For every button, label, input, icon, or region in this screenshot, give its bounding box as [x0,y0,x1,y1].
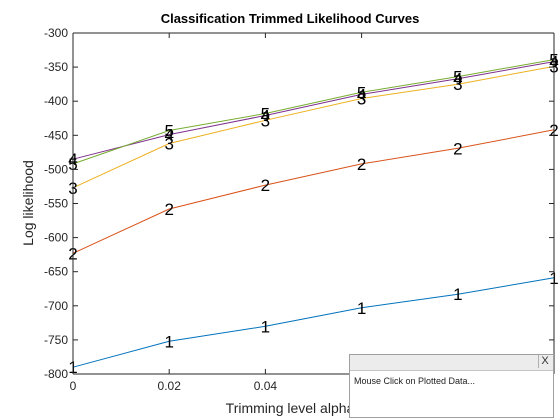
datatip-titlebar: X [350,355,553,371]
close-button[interactable]: X [538,355,551,368]
point-label-4-2: 4 [261,107,270,126]
series-line-2 [72,129,555,254]
point-label-5-4: 5 [453,68,462,87]
point-label-1-2: 1 [261,317,270,336]
datatip-window: X Mouse Click on Plotted Data... [349,354,554,418]
point-label-3-3: 3 [357,89,366,108]
point-label-1-4: 1 [453,285,462,304]
point-label-5-3: 5 [357,83,366,102]
point-label-2-1: 2 [164,200,173,219]
y-tick-label: -350 [44,60,68,74]
x-tick-label: 0 [70,379,77,393]
point-label-2-2: 2 [261,176,270,195]
point-label-1-1: 1 [164,332,173,351]
series-line-5 [72,59,555,165]
y-tick-label: -800 [44,367,68,381]
y-tick-label: -550 [44,197,68,211]
series-line-4 [72,61,555,160]
plot-area: 111111222222333333444444555555-800-750-7… [44,26,559,393]
point-label-4-3: 4 [357,85,366,104]
x-tick-label: 0.02 [158,379,182,393]
point-label-3-4: 3 [453,75,462,94]
point-label-3-1: 3 [164,134,173,153]
point-label-3-2: 3 [261,111,270,130]
y-axis-label: Log likelihood [20,160,36,246]
y-tick-label: -500 [44,162,68,176]
point-label-5-2: 5 [261,104,270,123]
y-tick-label: -650 [44,265,68,279]
chart-title: Classification Trimmed Likelihood Curves [161,11,420,26]
point-label-4-1: 4 [164,126,173,145]
y-tick-label: -600 [44,231,68,245]
series-line-3 [72,65,555,189]
y-tick-label: -750 [44,333,68,347]
datatip-message: Mouse Click on Plotted Data... [354,376,476,386]
y-tick-label: -400 [44,94,68,108]
point-label-1-3: 1 [357,299,366,318]
point-label-4-4: 4 [453,70,462,89]
series-line-1 [72,277,555,368]
x-tick-label: 0.04 [254,379,278,393]
point-label-5-1: 5 [164,122,173,141]
y-tick-label: -700 [44,299,68,313]
y-tick-label: -300 [44,26,68,40]
x-axis-label: Trimming level alpha [226,400,355,416]
point-label-2-4: 2 [453,139,462,158]
y-tick-label: -450 [44,128,68,142]
point-label-2-3: 2 [357,155,366,174]
plot-background [73,33,554,374]
